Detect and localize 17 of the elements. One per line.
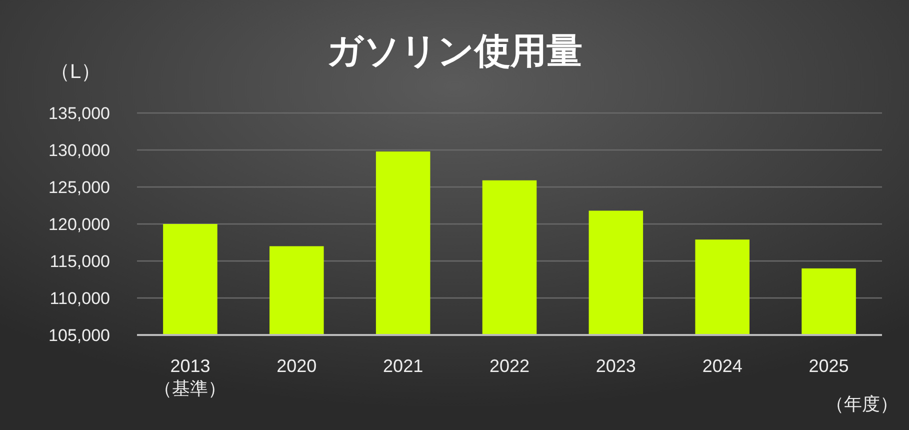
xtick: 2024 xyxy=(702,356,742,376)
xtick: 2021 xyxy=(383,356,424,376)
xtick: 2025 xyxy=(808,356,849,376)
xtick: 2013 （基準） xyxy=(154,356,226,398)
ylabel: （L） xyxy=(50,61,102,83)
ytick: 120,000 xyxy=(48,215,110,234)
ytick: 125,000 xyxy=(48,178,110,197)
ytick: 105,000 xyxy=(48,326,110,345)
xlabel: （年度） xyxy=(826,394,898,414)
xtick: 2020 xyxy=(276,356,317,376)
ytick: 110,000 xyxy=(50,289,110,308)
ytick: 135,000 xyxy=(48,104,110,123)
ytick: 115,000 xyxy=(50,252,110,271)
title: ガソリン使用量 xyxy=(326,30,582,71)
xtick: 2023 xyxy=(596,356,636,376)
xtick: 2022 xyxy=(489,356,530,376)
ytick: 130,000 xyxy=(48,141,110,160)
